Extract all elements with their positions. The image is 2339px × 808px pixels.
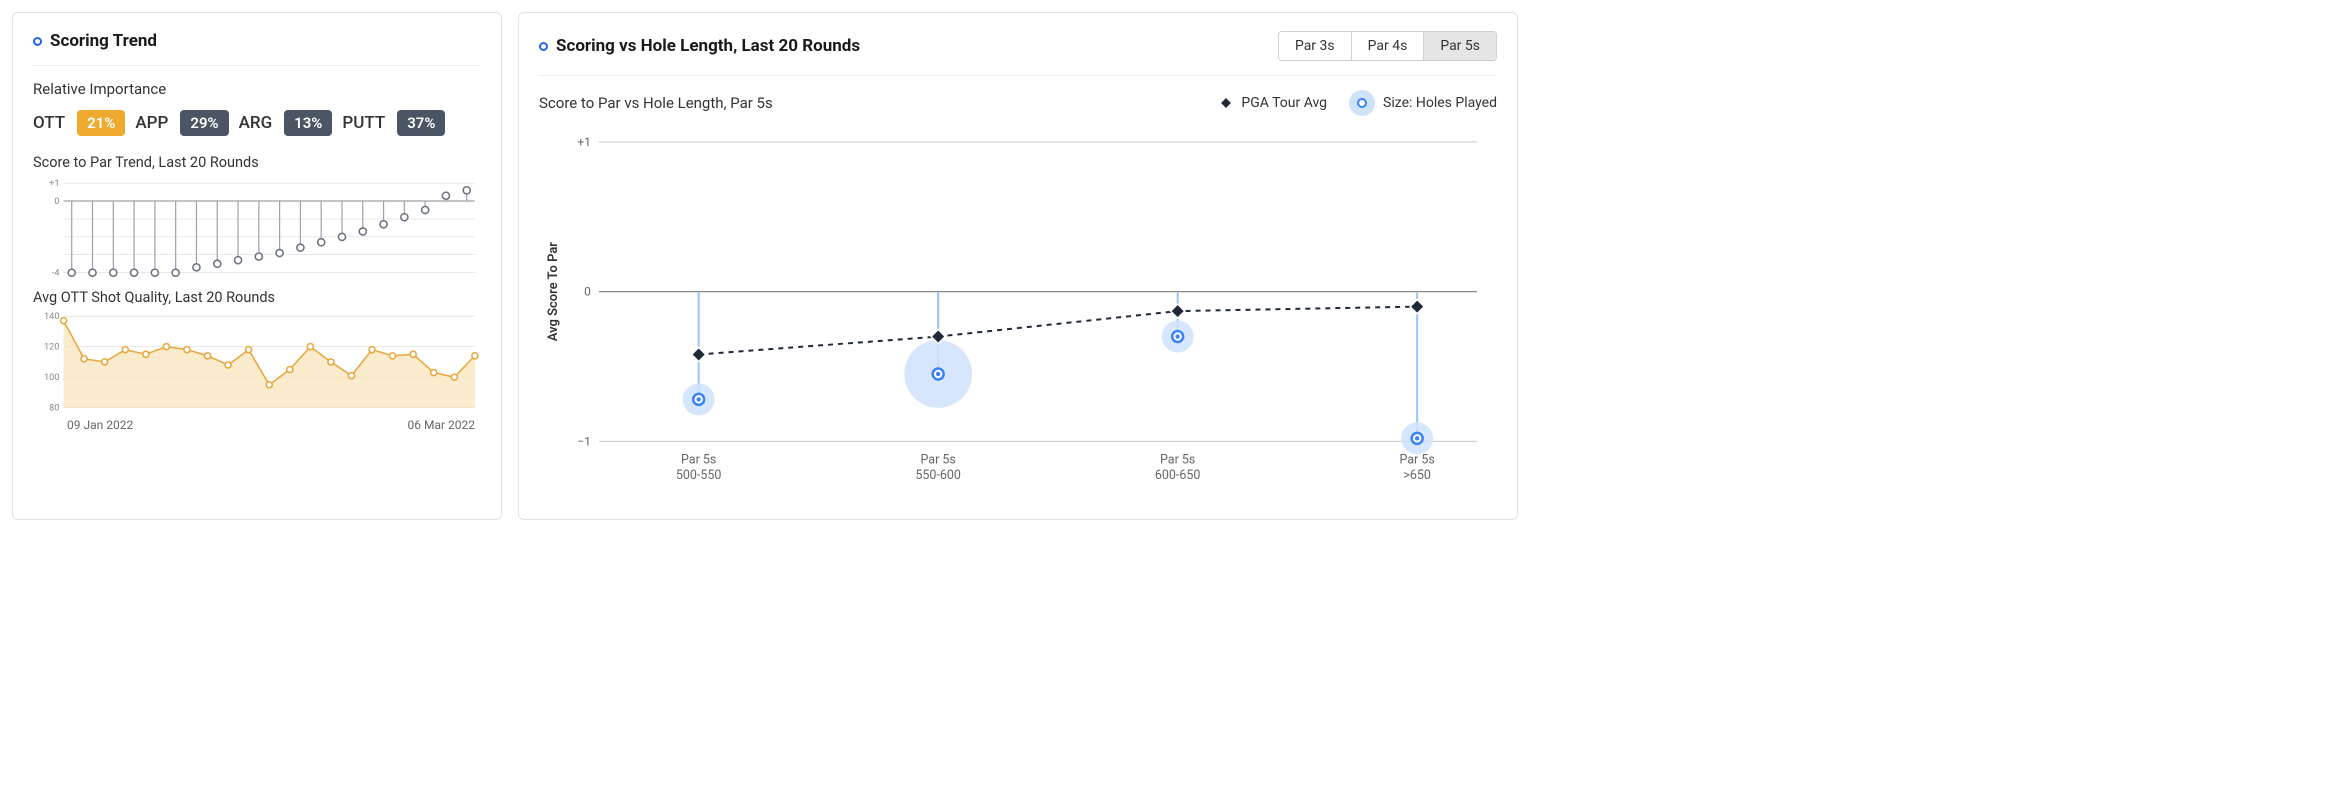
svg-text:0: 0 (584, 285, 591, 299)
scoring-vs-hole-length-card: Scoring vs Hole Length, Last 20 Rounds P… (518, 12, 1518, 520)
svg-text:Par 5s: Par 5s (1399, 452, 1434, 467)
x-start-label: 09 Jan 2022 (67, 418, 133, 432)
par-tab[interactable]: Par 3s (1279, 32, 1352, 60)
importance-badge: 29% (180, 110, 228, 136)
x-axis-labels: 09 Jan 2022 06 Mar 2022 (33, 414, 481, 432)
scoring-trend-card: Scoring Trend Relative Importance OTT 21%… (12, 12, 502, 520)
svg-text:80: 80 (49, 404, 59, 414)
chart-subtitle: Score to Par vs Hole Length, Par 5s (539, 94, 773, 112)
svg-text:140: 140 (44, 312, 59, 322)
divider (33, 65, 481, 66)
bullet-icon (539, 42, 548, 51)
importance-label: ARG (239, 113, 273, 133)
svg-text:+1: +1 (577, 135, 591, 149)
ott-chart-title: Avg OTT Shot Quality, Last 20 Rounds (33, 289, 481, 306)
ott-quality-chart: 80 100 120 140 (33, 312, 481, 414)
bullet-icon (33, 37, 42, 46)
importance-row: OTT 21% APP 29% ARG 13% PUTT 37% (33, 110, 481, 136)
importance-badge: 13% (284, 110, 332, 136)
score-trend-title: Score to Par Trend, Last 20 Rounds (33, 154, 481, 171)
svg-text:100: 100 (44, 373, 59, 383)
hole-length-title: Scoring vs Hole Length, Last 20 Rounds (539, 36, 860, 56)
legend-group: PGA Tour Avg Size: Holes Played (1219, 90, 1497, 116)
importance-badge: 21% (77, 110, 125, 136)
title-text: Scoring Trend (50, 31, 157, 51)
par-tab[interactable]: Par 4s (1352, 32, 1425, 60)
importance-label: APP (135, 113, 168, 133)
par-tab[interactable]: Par 5s (1424, 32, 1496, 60)
importance-label: OTT (33, 113, 65, 133)
legend-size-label: Size: Holes Played (1383, 95, 1497, 111)
x-end-label: 06 Mar 2022 (408, 418, 476, 432)
svg-text:Par 5s: Par 5s (681, 452, 716, 467)
svg-text:550-600: 550-600 (915, 468, 961, 483)
legend-size: Size: Holes Played (1349, 90, 1497, 116)
svg-text:+1: +1 (49, 179, 59, 189)
relative-importance-label: Relative Importance (33, 80, 481, 98)
svg-text:0: 0 (54, 197, 59, 207)
importance-label: PUTT (342, 113, 385, 133)
title-text: Scoring vs Hole Length, Last 20 Rounds (556, 36, 860, 56)
scoring-trend-title: Scoring Trend (33, 31, 481, 51)
bubble-inner-icon (1357, 98, 1367, 108)
divider (539, 75, 1497, 76)
chart-header: Score to Par vs Hole Length, Par 5s PGA … (539, 90, 1497, 116)
svg-text:600-650: 600-650 (1155, 468, 1201, 483)
svg-text:Par 5s: Par 5s (1160, 452, 1195, 467)
score-trend-chart: -4 0 +1 (33, 177, 481, 279)
svg-text:500-550: 500-550 (676, 468, 722, 483)
header-row: Scoring vs Hole Length, Last 20 Rounds P… (539, 31, 1497, 61)
svg-text:Avg Score To Par: Avg Score To Par (546, 242, 561, 342)
importance-badge: 37% (397, 110, 445, 136)
svg-text:-4: -4 (52, 269, 60, 279)
svg-text:Par 5s: Par 5s (920, 452, 955, 467)
svg-text:>650: >650 (1403, 468, 1431, 483)
svg-text:120: 120 (44, 342, 59, 352)
legend-pga-label: PGA Tour Avg (1241, 95, 1327, 111)
hole-length-chart: Avg Score To Par−10+1Par 5s500-550Par 5s… (539, 122, 1497, 501)
par-tab-group: Par 3sPar 4sPar 5s (1278, 31, 1497, 61)
diamond-icon (1219, 96, 1233, 110)
svg-text:−1: −1 (577, 434, 591, 448)
legend-pga: PGA Tour Avg (1219, 95, 1327, 111)
bubble-icon (1349, 90, 1375, 116)
